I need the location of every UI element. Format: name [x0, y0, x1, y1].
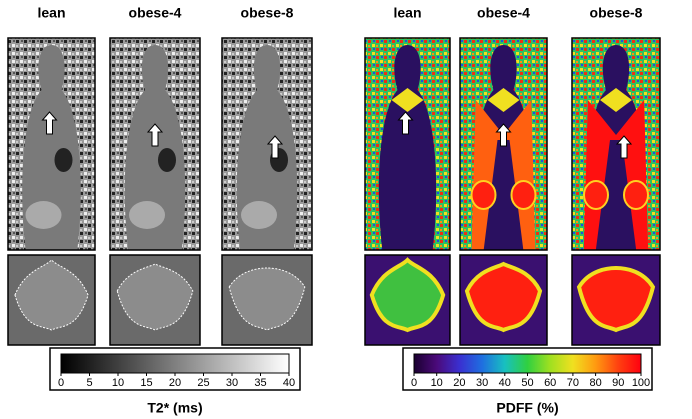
organ	[241, 201, 277, 229]
column-label: lean	[393, 5, 421, 21]
colorbar-label: T2* (ms)	[147, 400, 202, 416]
colorbar-tick-label: 100	[632, 377, 650, 389]
colorbar	[414, 354, 641, 373]
organ	[158, 148, 176, 172]
column-labels: lean obese-4 obese-8 lean obese-4 obese-8	[37, 5, 642, 21]
colorbar-label: PDFF (%)	[496, 400, 558, 416]
colorbar-tick-label: 5	[86, 377, 92, 389]
organ	[472, 181, 496, 209]
colorbar-tick-label: 15	[140, 377, 152, 389]
colorbar-tick-label: 70	[567, 377, 579, 389]
mri-panel	[460, 38, 547, 345]
colorbar-tick-label: 60	[544, 377, 556, 389]
colorbar-tick-label: 0	[411, 377, 417, 389]
column-label: obese-8	[590, 5, 643, 21]
colorbars: 0 5 10 15 20 25 30 35 40 T2* (ms) 0 10 20 30 40 50 60 70 8…	[50, 348, 652, 416]
colorbar-tick-label: 35	[254, 377, 266, 389]
colorbar-tick-label: 90	[612, 377, 624, 389]
column-label: obese-4	[477, 5, 530, 21]
colorbar	[61, 354, 289, 373]
mri-panel	[222, 38, 312, 345]
column-label: obese-4	[129, 5, 182, 21]
colorbar-tick-label: 40	[499, 377, 511, 389]
colorbar-tick-label: 10	[431, 377, 443, 389]
figure: lean obese-4 obese-8 lean obese-4 obese-8 0 5 1…	[0, 0, 692, 419]
mri-panel	[572, 38, 660, 345]
mri-panel	[110, 38, 200, 345]
colorbar-tick-label: 30	[476, 377, 488, 389]
colorbar-tick-label: 40	[283, 377, 295, 389]
colorbar-tick-label: 30	[226, 377, 238, 389]
mri-panel	[8, 38, 95, 345]
mri-panel	[365, 38, 450, 345]
colorbar-tick-label: 20	[169, 377, 181, 389]
colorbar-tick-label: 0	[58, 377, 64, 389]
colorbar-tick-label: 80	[589, 377, 601, 389]
colorbar-tick-label: 20	[453, 377, 465, 389]
organ	[624, 181, 648, 209]
organ	[129, 201, 165, 229]
colorbar-tick-label: 50	[521, 377, 533, 389]
organ	[584, 181, 608, 209]
panels	[8, 38, 660, 345]
organ	[26, 201, 62, 229]
column-label: obese-8	[241, 5, 294, 21]
organ	[512, 181, 536, 209]
colorbar-tick-label: 10	[112, 377, 124, 389]
colorbar-tick-label: 25	[197, 377, 209, 389]
organ	[55, 148, 73, 172]
column-label: lean	[37, 5, 65, 21]
